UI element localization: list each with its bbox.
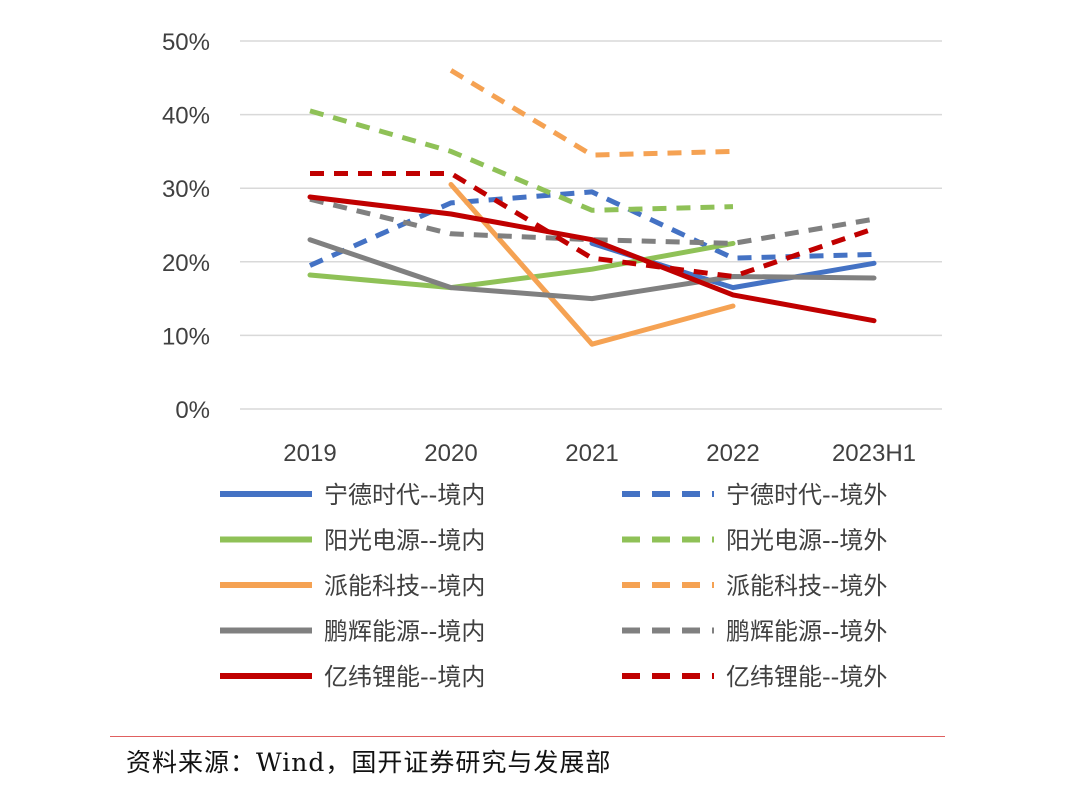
series-line bbox=[309, 108, 734, 213]
line-chart: 0% 10% 20% 30% 40% 50% 2019 2020 2021 2022 2023H1… bbox=[162, 29, 942, 691]
legend-label: 阳光电源--境外 bbox=[726, 527, 887, 555]
x-tick-label: 2022 bbox=[706, 440, 759, 467]
legend-label: 宁德时代--境外 bbox=[726, 481, 887, 509]
legend-label: 亿纬锂能--境内 bbox=[324, 663, 485, 691]
series-line bbox=[449, 68, 734, 158]
y-axis-ticks: 0% 10% 20% 30% 40% 50% bbox=[162, 29, 210, 424]
series-line bbox=[308, 189, 875, 268]
y-tick-label: 50% bbox=[162, 29, 210, 56]
y-tick-label: 0% bbox=[175, 397, 210, 424]
legend-label: 派能科技--境内 bbox=[324, 572, 485, 600]
y-tick-label: 40% bbox=[162, 103, 210, 130]
gridlines bbox=[240, 40, 942, 410]
y-tick-label: 30% bbox=[162, 176, 210, 203]
source-divider bbox=[110, 736, 945, 737]
source-note: 资料来源：Wind，国开证券研究与发展部 bbox=[126, 748, 612, 777]
x-tick-label: 2020 bbox=[424, 440, 477, 467]
y-tick-label: 20% bbox=[162, 250, 210, 277]
x-tick-label: 2019 bbox=[283, 440, 336, 467]
legend-label: 鹏辉能源--境内 bbox=[324, 618, 485, 646]
legend-label: 宁德时代--境内 bbox=[324, 481, 485, 509]
series-line bbox=[307, 237, 877, 302]
series-lines bbox=[307, 68, 877, 347]
x-axis-ticks: 2019 2020 2021 2022 2023H1 bbox=[283, 440, 916, 467]
legend-label: 亿纬锂能--境外 bbox=[726, 663, 887, 691]
legend-label: 阳光电源--境内 bbox=[324, 527, 485, 555]
legend-label: 鹏辉能源--境外 bbox=[726, 618, 887, 646]
x-tick-label: 2021 bbox=[565, 440, 618, 467]
series-line bbox=[309, 196, 875, 246]
series-line bbox=[307, 194, 877, 324]
legend-label: 派能科技--境外 bbox=[726, 572, 887, 600]
series-line bbox=[307, 240, 736, 291]
x-tick-label: 2023H1 bbox=[832, 440, 916, 467]
y-tick-label: 10% bbox=[162, 323, 210, 350]
